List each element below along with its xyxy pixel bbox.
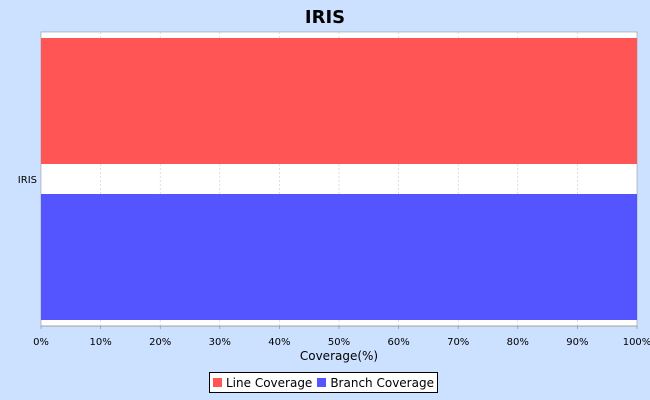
x-tick-label: 60% <box>387 337 409 348</box>
x-tick-label: 70% <box>447 337 469 348</box>
legend-swatch-branch-coverage <box>317 378 327 387</box>
legend-item-branch-coverage: Branch Coverage <box>317 376 434 390</box>
x-tick-label: 0% <box>33 337 49 348</box>
legend: Line Coverage Branch Coverage <box>209 372 438 393</box>
x-tick-label: 50% <box>328 337 350 348</box>
x-tick-label: 90% <box>566 337 588 348</box>
legend-label-branch-coverage: Branch Coverage <box>330 375 434 390</box>
x-tick-label: 20% <box>149 337 171 348</box>
x-tick-label: 30% <box>209 337 231 348</box>
bar-branch-coverage <box>41 194 637 320</box>
x-axis-ticks: 0% 10% 20% 30% 40% 50% 60% 70% 80% 90% 100% <box>33 326 650 348</box>
x-tick-label: 10% <box>89 337 111 348</box>
x-tick-label: 40% <box>268 337 290 348</box>
x-tick-label: 80% <box>507 337 529 348</box>
legend-label-line-coverage: Line Coverage <box>226 375 313 390</box>
bar-line-coverage <box>41 38 637 164</box>
x-axis-label: Coverage(%) <box>300 349 378 363</box>
bars <box>41 38 637 320</box>
y-category-label: IRIS <box>18 175 37 186</box>
category-labels: IRIS <box>18 175 37 186</box>
legend-swatch-line-coverage <box>213 378 222 387</box>
chart-title: IRIS <box>305 7 345 28</box>
x-tick-label: 100% <box>623 337 650 348</box>
legend-item-line-coverage: Line Coverage <box>213 376 312 390</box>
